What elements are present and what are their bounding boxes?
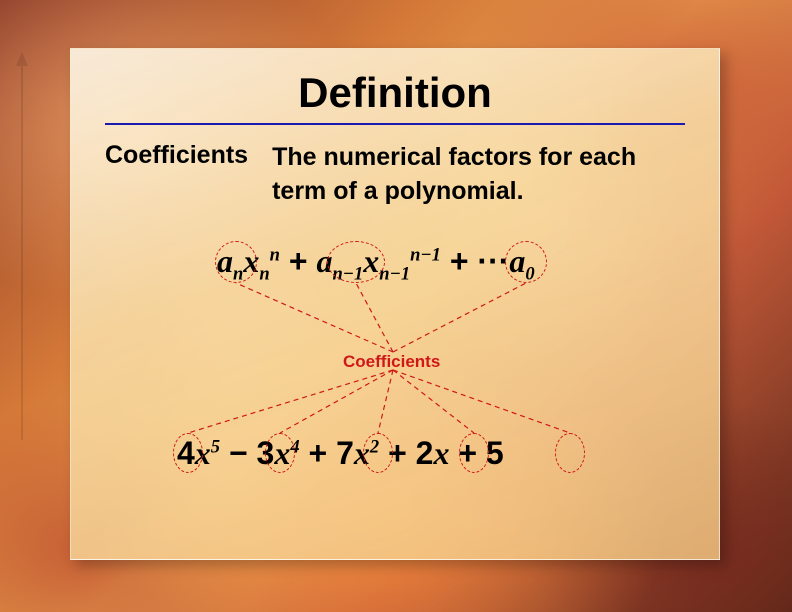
title-underline <box>105 123 685 125</box>
card-title: Definition <box>105 69 685 117</box>
coef-circle-top-1 <box>327 241 385 283</box>
math-diagram: anxnn + an−1xn−1n−1 + ···a0 Coefficients… <box>105 237 685 557</box>
coef-circle-top-0 <box>215 241 257 283</box>
coef-circle-top-2 <box>505 241 547 283</box>
term-description: The numerical factors for each term of a… <box>272 141 652 209</box>
definition-row: Coefficients The numerical factors for e… <box>105 141 685 209</box>
coef-circle-bottom-0 <box>173 433 203 473</box>
term-label: Coefficients <box>105 141 248 170</box>
coef-circle-bottom-3 <box>459 433 489 473</box>
coefficients-callout-label: Coefficients <box>343 352 440 372</box>
coef-circle-bottom-1 <box>265 433 295 473</box>
definition-card: Definition Coefficients The numerical fa… <box>70 48 720 560</box>
example-polynomial-formula: 4x5 − 3x4 + 7x2 + 2x + 5 <box>177 435 504 472</box>
coef-circle-bottom-2 <box>363 433 393 473</box>
coef-circle-bottom-4 <box>555 433 585 473</box>
